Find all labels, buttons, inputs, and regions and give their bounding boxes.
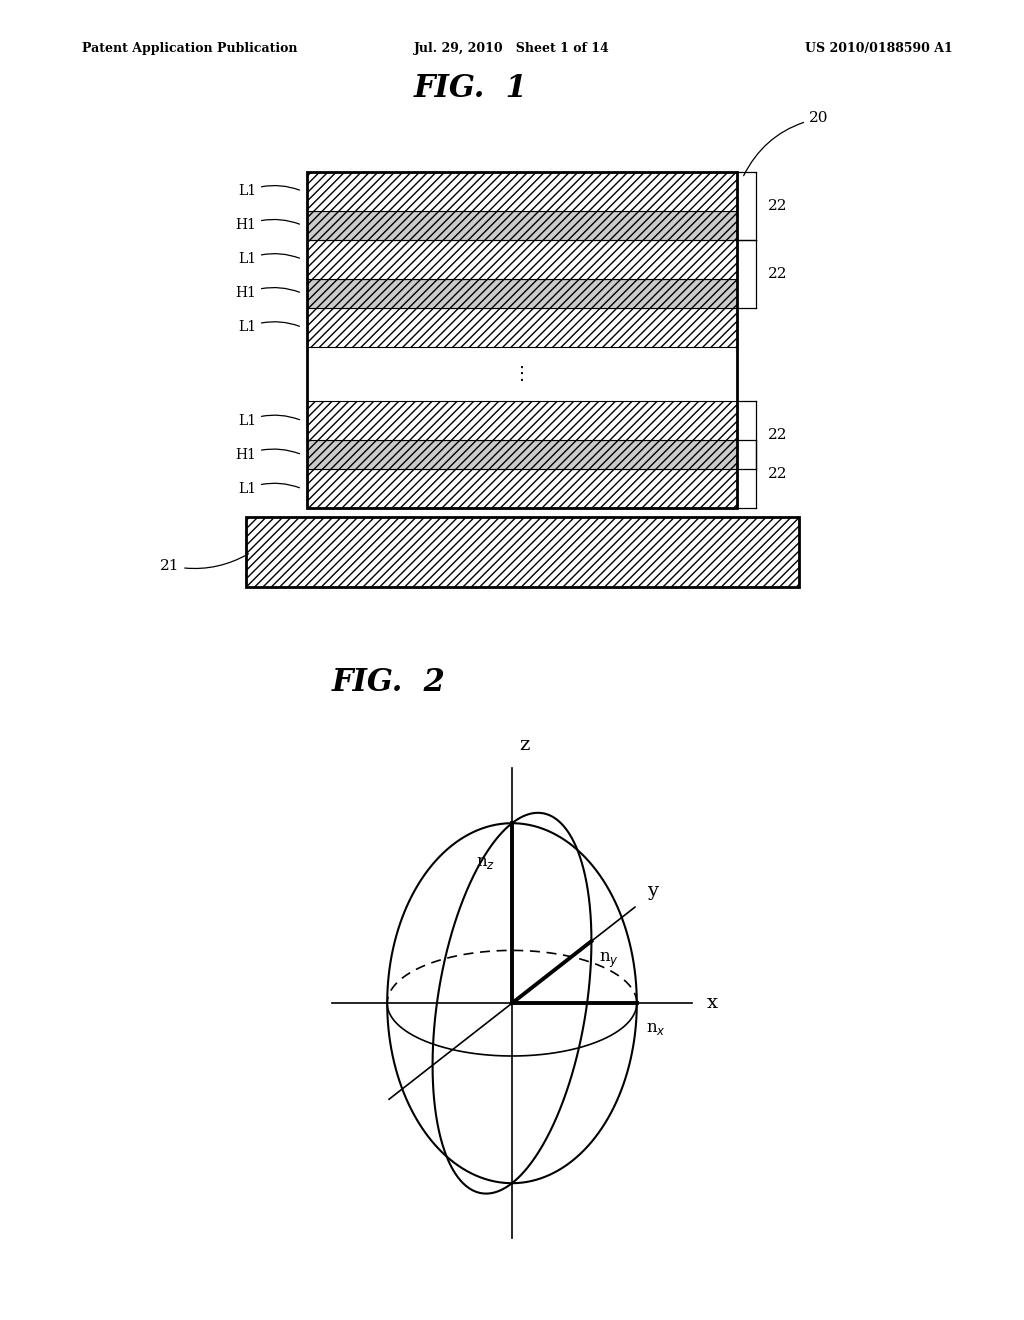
Bar — [307, 470, 737, 508]
Text: H1: H1 — [236, 447, 299, 462]
Bar — [307, 240, 737, 279]
Bar — [307, 401, 737, 440]
Text: x: x — [707, 994, 718, 1012]
Text: n$_y$: n$_y$ — [599, 950, 618, 970]
Bar — [307, 279, 737, 308]
Text: 22: 22 — [768, 428, 787, 442]
Text: 22: 22 — [768, 267, 787, 281]
Text: FIG.  2: FIG. 2 — [332, 667, 446, 697]
Text: 22: 22 — [768, 198, 787, 213]
Text: Jul. 29, 2010   Sheet 1 of 14: Jul. 29, 2010 Sheet 1 of 14 — [414, 42, 610, 55]
Text: L1: L1 — [238, 252, 299, 267]
Text: US 2010/0188590 A1: US 2010/0188590 A1 — [805, 42, 952, 55]
Text: n$_x$: n$_x$ — [646, 1020, 667, 1038]
Text: y: y — [647, 882, 658, 900]
Text: ⋮: ⋮ — [513, 364, 531, 383]
Text: L1: L1 — [238, 321, 299, 334]
Bar — [307, 210, 737, 240]
Text: L1: L1 — [238, 482, 299, 496]
Text: FIG.  1: FIG. 1 — [414, 73, 528, 103]
Text: n$_z$: n$_z$ — [476, 854, 496, 871]
Bar — [307, 308, 737, 347]
Text: H1: H1 — [236, 218, 299, 232]
Bar — [307, 172, 737, 210]
Bar — [307, 440, 737, 470]
Text: 21: 21 — [160, 554, 249, 573]
Bar — [307, 172, 737, 508]
Text: L1: L1 — [238, 413, 299, 428]
Bar — [246, 517, 799, 587]
Text: z: z — [519, 735, 529, 754]
Text: H1: H1 — [236, 286, 299, 300]
Text: 20: 20 — [743, 111, 828, 176]
Text: Patent Application Publication: Patent Application Publication — [82, 42, 297, 55]
Text: L1: L1 — [238, 183, 299, 198]
Text: 22: 22 — [768, 467, 787, 482]
